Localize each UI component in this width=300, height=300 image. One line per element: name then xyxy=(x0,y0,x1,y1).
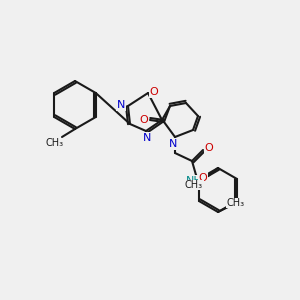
Text: CH₃: CH₃ xyxy=(185,180,203,190)
Text: N: N xyxy=(117,100,125,110)
Text: O: O xyxy=(140,115,148,125)
Text: O: O xyxy=(205,143,213,153)
Text: O: O xyxy=(150,87,158,97)
Text: N: N xyxy=(143,133,151,143)
Text: N: N xyxy=(169,139,177,149)
Text: CH₃: CH₃ xyxy=(227,198,245,208)
Text: NH: NH xyxy=(186,176,202,186)
Text: O: O xyxy=(199,173,207,183)
Text: CH₃: CH₃ xyxy=(46,138,64,148)
